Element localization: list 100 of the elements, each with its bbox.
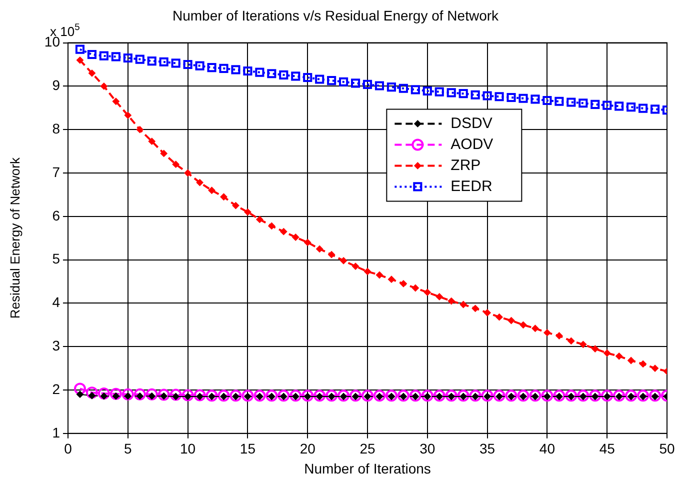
point (422, 86, 432, 96)
point (124, 112, 132, 119)
point (207, 63, 216, 72)
point (208, 186, 216, 194)
point (75, 44, 85, 54)
y-tick-label: 1 (52, 424, 60, 440)
point (601, 390, 614, 402)
point (254, 390, 266, 402)
x-tick-label: 15 (240, 440, 256, 457)
point (554, 96, 564, 106)
point (566, 98, 576, 107)
point (328, 251, 336, 258)
point (625, 390, 638, 402)
point (230, 390, 242, 402)
point (374, 81, 384, 90)
point (469, 390, 482, 402)
legend-label: DSDV (450, 114, 492, 132)
point (448, 298, 455, 305)
legend-label: AODV (450, 136, 494, 153)
point (445, 390, 458, 402)
point (146, 388, 158, 400)
point (362, 80, 372, 89)
point (388, 276, 395, 283)
point (542, 96, 552, 106)
x-tick-label: 50 (659, 440, 675, 457)
point (565, 390, 578, 402)
point (147, 56, 156, 66)
point (616, 352, 623, 360)
point (170, 388, 182, 401)
point (376, 271, 383, 278)
point (172, 160, 180, 168)
point (303, 72, 312, 82)
point (496, 314, 503, 321)
point (386, 82, 396, 92)
point (267, 69, 276, 78)
point (148, 138, 156, 145)
point (517, 390, 530, 402)
point (123, 53, 132, 63)
y-tick-label: 9 (52, 77, 60, 94)
x-tick-label: 5 (124, 440, 132, 457)
point (243, 66, 252, 76)
y-tick-label: 7 (52, 164, 60, 180)
point (338, 390, 350, 402)
point (100, 82, 108, 90)
point (409, 390, 422, 402)
point (244, 208, 252, 216)
x-tick-label: 45 (599, 440, 616, 457)
point (364, 268, 371, 276)
point (122, 388, 134, 400)
point (292, 234, 300, 241)
point (326, 390, 338, 402)
point (171, 58, 180, 68)
point (339, 77, 348, 86)
point (397, 390, 410, 402)
point (110, 388, 122, 400)
x-tick-label: 0 (64, 440, 72, 457)
point (304, 238, 312, 246)
point (482, 91, 492, 100)
point (592, 345, 599, 352)
point (373, 390, 386, 402)
point (206, 390, 218, 402)
point (255, 68, 264, 77)
point (446, 88, 456, 98)
point (481, 390, 494, 402)
point (614, 102, 624, 111)
point (88, 70, 96, 77)
point (458, 89, 468, 98)
point (580, 340, 587, 348)
point (505, 390, 518, 402)
point (433, 390, 446, 402)
point (278, 390, 290, 402)
point (183, 60, 192, 70)
point (98, 387, 110, 400)
point (460, 301, 467, 308)
point (352, 262, 360, 270)
point (340, 257, 348, 264)
point (134, 388, 146, 400)
point (256, 216, 264, 223)
point (291, 72, 300, 81)
point (232, 202, 240, 210)
x-tick-label: 10 (180, 440, 196, 457)
point (302, 390, 314, 402)
point (268, 222, 276, 230)
chart-title: Number of Iterations v/s Residual Energy of Network (172, 7, 500, 24)
point (484, 309, 491, 316)
point (385, 390, 398, 402)
point (160, 150, 168, 157)
point (649, 390, 662, 402)
y-tick-label: 4 (52, 294, 60, 310)
y-tick-label: 8 (52, 120, 60, 136)
x-tick-label: 20 (300, 440, 316, 457)
point (315, 74, 324, 84)
point (279, 70, 288, 80)
point (76, 390, 84, 398)
point (529, 390, 542, 402)
legend-label: EEDR (450, 178, 493, 195)
point (556, 332, 563, 340)
point (136, 126, 144, 134)
x-tick-label: 30 (420, 440, 436, 457)
point (184, 170, 192, 176)
